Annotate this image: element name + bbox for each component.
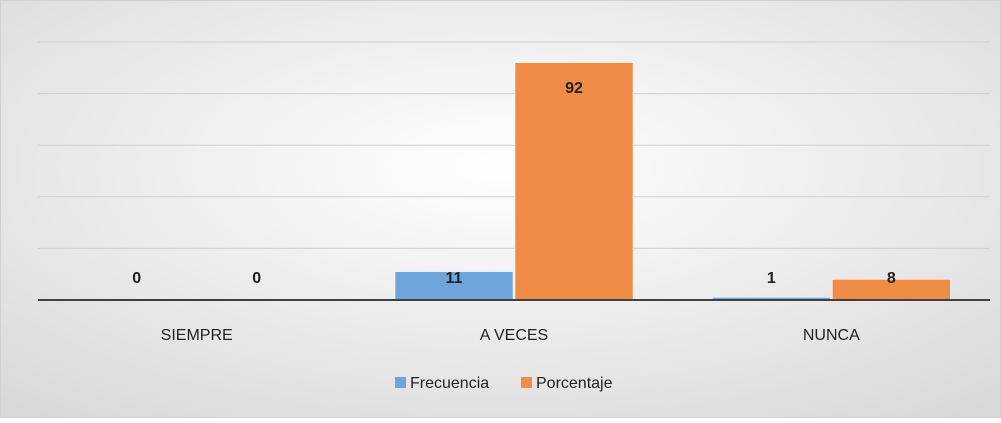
data-label: 11	[446, 270, 463, 287]
legend-label: Porcentaje	[536, 375, 613, 392]
x-tick-label: SIEMPRE	[161, 327, 233, 344]
legend-label: Frecuencia	[410, 375, 489, 392]
data-label: 0	[132, 270, 141, 287]
legend-swatch	[395, 377, 406, 388]
bar	[514, 62, 634, 301]
x-tick-label: A VECES	[480, 327, 548, 344]
x-tick-label: NUNCA	[803, 327, 860, 344]
data-label: 92	[565, 80, 583, 97]
data-label: 8	[887, 270, 896, 287]
data-label: 1	[767, 270, 776, 287]
legend-swatch	[521, 377, 532, 388]
data-label: 0	[252, 270, 261, 287]
